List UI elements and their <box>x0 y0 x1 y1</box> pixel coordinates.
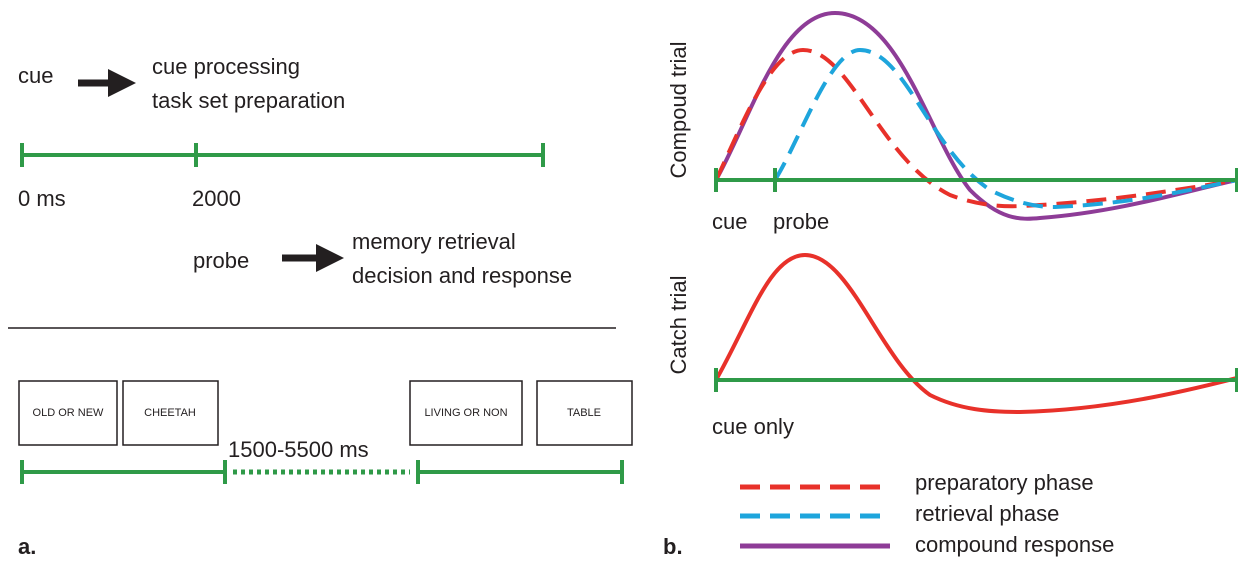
baseline <box>714 168 1238 192</box>
legend-text: retrieval phase <box>915 501 1059 526</box>
screen-text: OLD OR NEW <box>33 407 105 419</box>
panel-label: a. <box>18 534 36 559</box>
event-label: cue only <box>712 414 794 439</box>
panel-b: Compoud trial cue probe Catch trial cue … <box>663 10 1238 559</box>
screen-text: CHEETAH <box>144 407 196 419</box>
cue-text: cue <box>18 63 53 88</box>
screen-text: TABLE <box>567 407 601 419</box>
retrieval-curve <box>773 47 1238 210</box>
panel-a: cue cue processing task set preparation … <box>8 54 633 559</box>
screens <box>18 380 633 446</box>
interval-text: 1500-5500 ms <box>228 437 369 462</box>
trial-title: Catch trial <box>666 275 691 374</box>
event-label: probe <box>773 209 829 234</box>
catch-curve <box>714 252 1238 415</box>
trial-title: Compoud trial <box>666 42 691 179</box>
preparatory-curve <box>714 47 1238 209</box>
process-text: task set preparation <box>152 88 345 113</box>
panel-label: b. <box>663 534 683 559</box>
process-text: cue processing <box>152 54 300 79</box>
trial-timeline <box>20 460 624 484</box>
legend-text: preparatory phase <box>915 470 1094 495</box>
time-label: 2000 <box>192 186 241 211</box>
compound-curve <box>714 10 1238 221</box>
screen-text: LIVING OR NON <box>424 407 507 419</box>
probe-text: probe <box>193 248 249 273</box>
process-text: decision and response <box>352 263 572 288</box>
baseline <box>714 368 1238 392</box>
timeline <box>20 143 545 167</box>
legend-text: compound response <box>915 532 1114 557</box>
process-text: memory retrieval <box>352 229 516 254</box>
event-label: cue <box>712 209 747 234</box>
time-label: 0 ms <box>18 186 66 211</box>
